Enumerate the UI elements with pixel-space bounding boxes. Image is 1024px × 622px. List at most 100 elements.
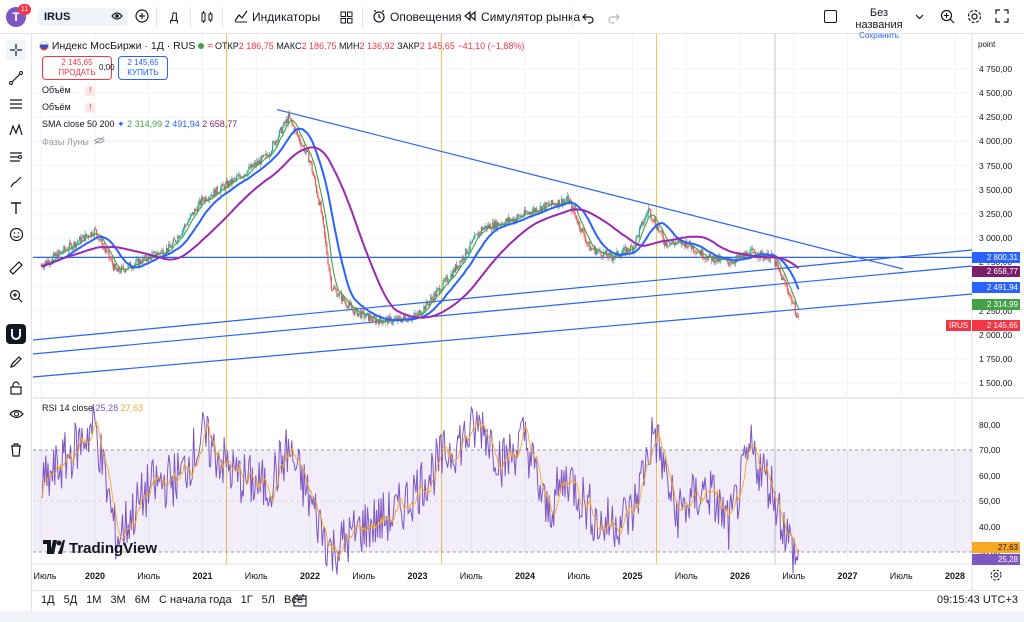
layouts-grid-icon[interactable] [340, 8, 353, 26]
candle-body [381, 320, 383, 324]
volume-label: Объём [42, 85, 71, 95]
visibility-eye-icon[interactable] [6, 404, 26, 424]
emoji-icon[interactable] [6, 224, 26, 244]
range-button[interactable]: 5Д [63, 594, 78, 606]
candle-body [684, 242, 686, 247]
chart-area[interactable]: Индекс МосБиржи · 1Д · RUS ≈ ОТКР2 186,7… [33, 34, 1024, 590]
replay-button[interactable]: Симулятор рынка [463, 8, 580, 26]
trend-line-icon[interactable] [6, 68, 26, 88]
candle-body [484, 226, 486, 228]
lock-pencil-icon[interactable] [6, 352, 26, 372]
brush-icon[interactable] [6, 172, 26, 192]
candle-body [211, 194, 213, 197]
sma-legend[interactable]: SMA close 50 200 ✦ 2 314,99 2 491,94 2 6… [42, 119, 237, 130]
add-symbol-icon[interactable] [135, 9, 149, 26]
candle-body [101, 238, 103, 248]
candle-body [652, 219, 654, 222]
clock-readout[interactable]: 09:15:43 UTC+3 [936, 594, 1018, 606]
ruler-icon[interactable] [6, 258, 26, 278]
layout-checkbox-icon[interactable] [824, 10, 837, 23]
crosshair-icon[interactable] [6, 40, 26, 60]
price-tick-label: 2 000,00 [979, 329, 1013, 340]
time-axis[interactable]: Июль 2020 Июль 2021 Июль 2022 Июль 2023 Июль 2024… [33, 565, 972, 589]
chevron-down-icon[interactable] [915, 12, 924, 24]
text-tool-icon[interactable] [6, 198, 26, 218]
chart-canvas[interactable] [33, 34, 1024, 590]
date-range-calendar-icon[interactable] [293, 593, 307, 610]
magnet-icon[interactable] [6, 324, 26, 344]
candle-body [665, 242, 668, 247]
forecast-icon[interactable] [6, 146, 26, 166]
redo-icon[interactable] [607, 8, 620, 26]
symbol-legend[interactable]: Индекс МосБиржи · 1Д · RUS ≈ [39, 40, 213, 52]
wave-icon: ≈ [207, 40, 213, 52]
range-button[interactable]: 5Л [261, 594, 275, 606]
candle-body [782, 277, 784, 281]
moon-legend[interactable]: Фазы Луны [42, 136, 106, 147]
candle-body [168, 244, 170, 252]
range-button[interactable]: 1Г [240, 594, 253, 606]
candle-body [796, 316, 799, 317]
candle-body [626, 247, 628, 254]
candle-body [229, 181, 231, 186]
symbol-search[interactable]: IRUS [38, 8, 128, 26]
sell-button[interactable]: 2 145,65 ПРОДАТЬ [42, 56, 112, 80]
quick-search-icon[interactable] [940, 9, 955, 27]
price-tick-label: 4 000,00 [979, 136, 1013, 147]
zoom-in-icon[interactable] [6, 286, 26, 306]
interval-button[interactable]: Д [170, 8, 178, 26]
range-button[interactable]: С начала года [159, 594, 232, 606]
candle-body [275, 140, 277, 146]
candle-body [535, 208, 537, 212]
indicators-button[interactable]: Индикаторы [234, 8, 320, 26]
alerts-button[interactable]: Оповещения [372, 8, 462, 26]
price-tick-label: 4 250,00 [979, 112, 1013, 123]
volume-legend-1[interactable]: Объём ! [42, 85, 96, 96]
lock-icon[interactable] [6, 378, 26, 398]
tradingview-watermark[interactable]: TradingView [43, 540, 157, 557]
layout-name[interactable]: Без названия Сохранить [848, 7, 910, 40]
candle-body [687, 246, 689, 248]
time-tick-label: 2022 [299, 571, 321, 581]
settings-gear-icon[interactable] [967, 9, 982, 27]
bottom-edge [0, 611, 1024, 622]
candle-body [346, 305, 348, 309]
range-button[interactable]: 6М [134, 594, 150, 606]
open-value: 2 186,75 [238, 41, 274, 51]
ohlc-readout: ОТКР2 186,75 МАКС2 186,75 МИН2 136,92 ЗА… [215, 41, 524, 51]
candle-body [110, 259, 112, 260]
time-settings-gear-icon[interactable] [990, 569, 1002, 584]
candle-body [746, 252, 748, 256]
candles-icon[interactable] [200, 8, 214, 26]
pattern-icon[interactable] [6, 120, 26, 140]
rsi-ma-line [41, 420, 800, 559]
candle-body [697, 252, 699, 253]
candle-body [564, 200, 566, 201]
volume-legend-2[interactable]: Объём ! [42, 102, 96, 113]
range-button[interactable]: 1Д [41, 594, 55, 606]
candle-body [69, 242, 72, 244]
rsi-legend[interactable]: RSI 14 close 25,28 27,63 [42, 403, 143, 413]
time-tick-label: Июль [137, 571, 161, 581]
undo-icon[interactable] [582, 8, 595, 26]
candle-body [180, 234, 182, 237]
candle-body [406, 320, 408, 322]
candle-body [548, 203, 550, 206]
trash-icon[interactable] [6, 440, 26, 460]
candle-body [416, 314, 418, 316]
range-button[interactable]: 3М [110, 594, 126, 606]
candle-body [423, 306, 425, 313]
candle-body [74, 241, 76, 248]
fullscreen-icon[interactable] [995, 9, 1009, 26]
range-button[interactable]: 1М [86, 594, 102, 606]
candle-body [536, 208, 538, 213]
candle-body [662, 235, 664, 242]
russia-flag-icon [39, 41, 49, 52]
buy-button[interactable]: 2 145,65 КУПИТЬ [118, 56, 168, 80]
price-axis[interactable]: point 4 750,00 4 500,00 4 250,00 4 000,00 3 … [973, 34, 1024, 398]
candle-body [703, 257, 705, 259]
fib-retracement-icon[interactable] [6, 94, 26, 114]
eye-icon[interactable] [111, 9, 123, 26]
candle-body [507, 217, 510, 222]
